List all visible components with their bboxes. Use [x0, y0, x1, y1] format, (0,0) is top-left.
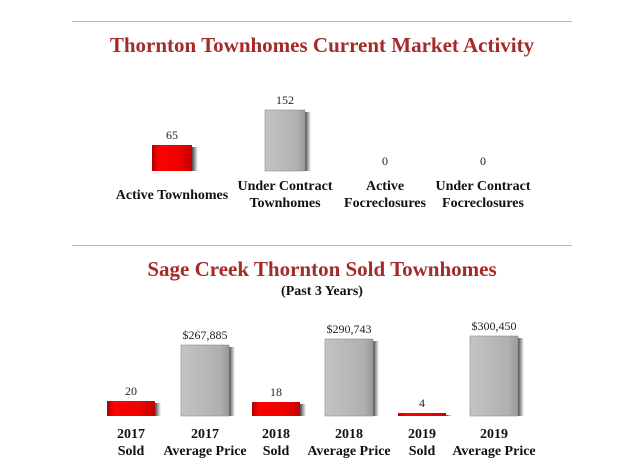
bar-shadow: [305, 112, 311, 171]
data-label: 18: [270, 385, 282, 399]
sold-townhomes-title: Sage Creek Thornton Sold Townhomes: [147, 257, 497, 281]
category-label: Sold: [409, 444, 436, 459]
bar: [252, 402, 300, 416]
data-label: 0: [480, 154, 486, 168]
bar: [152, 145, 192, 171]
category-label: Under Contract: [237, 179, 332, 194]
bar-shadow: [155, 403, 161, 416]
category-label: Average Price: [452, 444, 535, 459]
category-label: 2019: [408, 427, 436, 442]
category-label: Focreclosures: [344, 196, 426, 211]
middle-divider: [72, 245, 572, 246]
category-label: Average Price: [163, 444, 246, 459]
bar: [264, 109, 306, 172]
bar-shadow: [300, 404, 306, 416]
category-label: Focreclosures: [442, 196, 524, 211]
market-activity-title: Thornton Townhomes Current Market Activi…: [109, 33, 535, 57]
category-label: 2017: [191, 427, 219, 442]
market-activity-chart: 65 Active Townhomes 152 Under Contract Townh…: [116, 93, 531, 211]
bar-shadow: [373, 341, 379, 416]
top-divider: [72, 21, 572, 22]
data-label: $300,450: [472, 319, 517, 333]
category-label: Average Price: [307, 444, 390, 459]
category-label: 2018: [262, 427, 290, 442]
bar: [107, 401, 155, 416]
bar-shadow: [446, 415, 452, 416]
category-label: 2017: [117, 427, 145, 442]
category-label: 2019: [480, 427, 508, 442]
sold-townhomes-subtitle: (Past 3 Years): [281, 284, 363, 299]
bar: [324, 338, 374, 417]
data-label: 4: [419, 396, 425, 410]
data-label: $290,743: [327, 322, 372, 336]
bar: [180, 344, 230, 417]
bar: [398, 413, 446, 416]
bar-shadow: [192, 147, 198, 171]
category-label: 2018: [335, 427, 363, 442]
category-label: Active: [366, 179, 404, 194]
category-label: Townhomes: [249, 196, 321, 211]
category-label: Active Townhomes: [116, 188, 229, 203]
bar: [469, 335, 519, 417]
data-label: 0: [382, 154, 388, 168]
data-label: 20: [125, 384, 137, 398]
data-label: $267,885: [183, 328, 228, 342]
category-label: Sold: [118, 444, 145, 459]
category-label: Under Contract: [435, 179, 530, 194]
data-label: 65: [166, 128, 178, 142]
data-label: 152: [276, 93, 294, 107]
bar-shadow: [518, 338, 524, 416]
bar-shadow: [229, 347, 235, 416]
category-label: Sold: [263, 444, 290, 459]
